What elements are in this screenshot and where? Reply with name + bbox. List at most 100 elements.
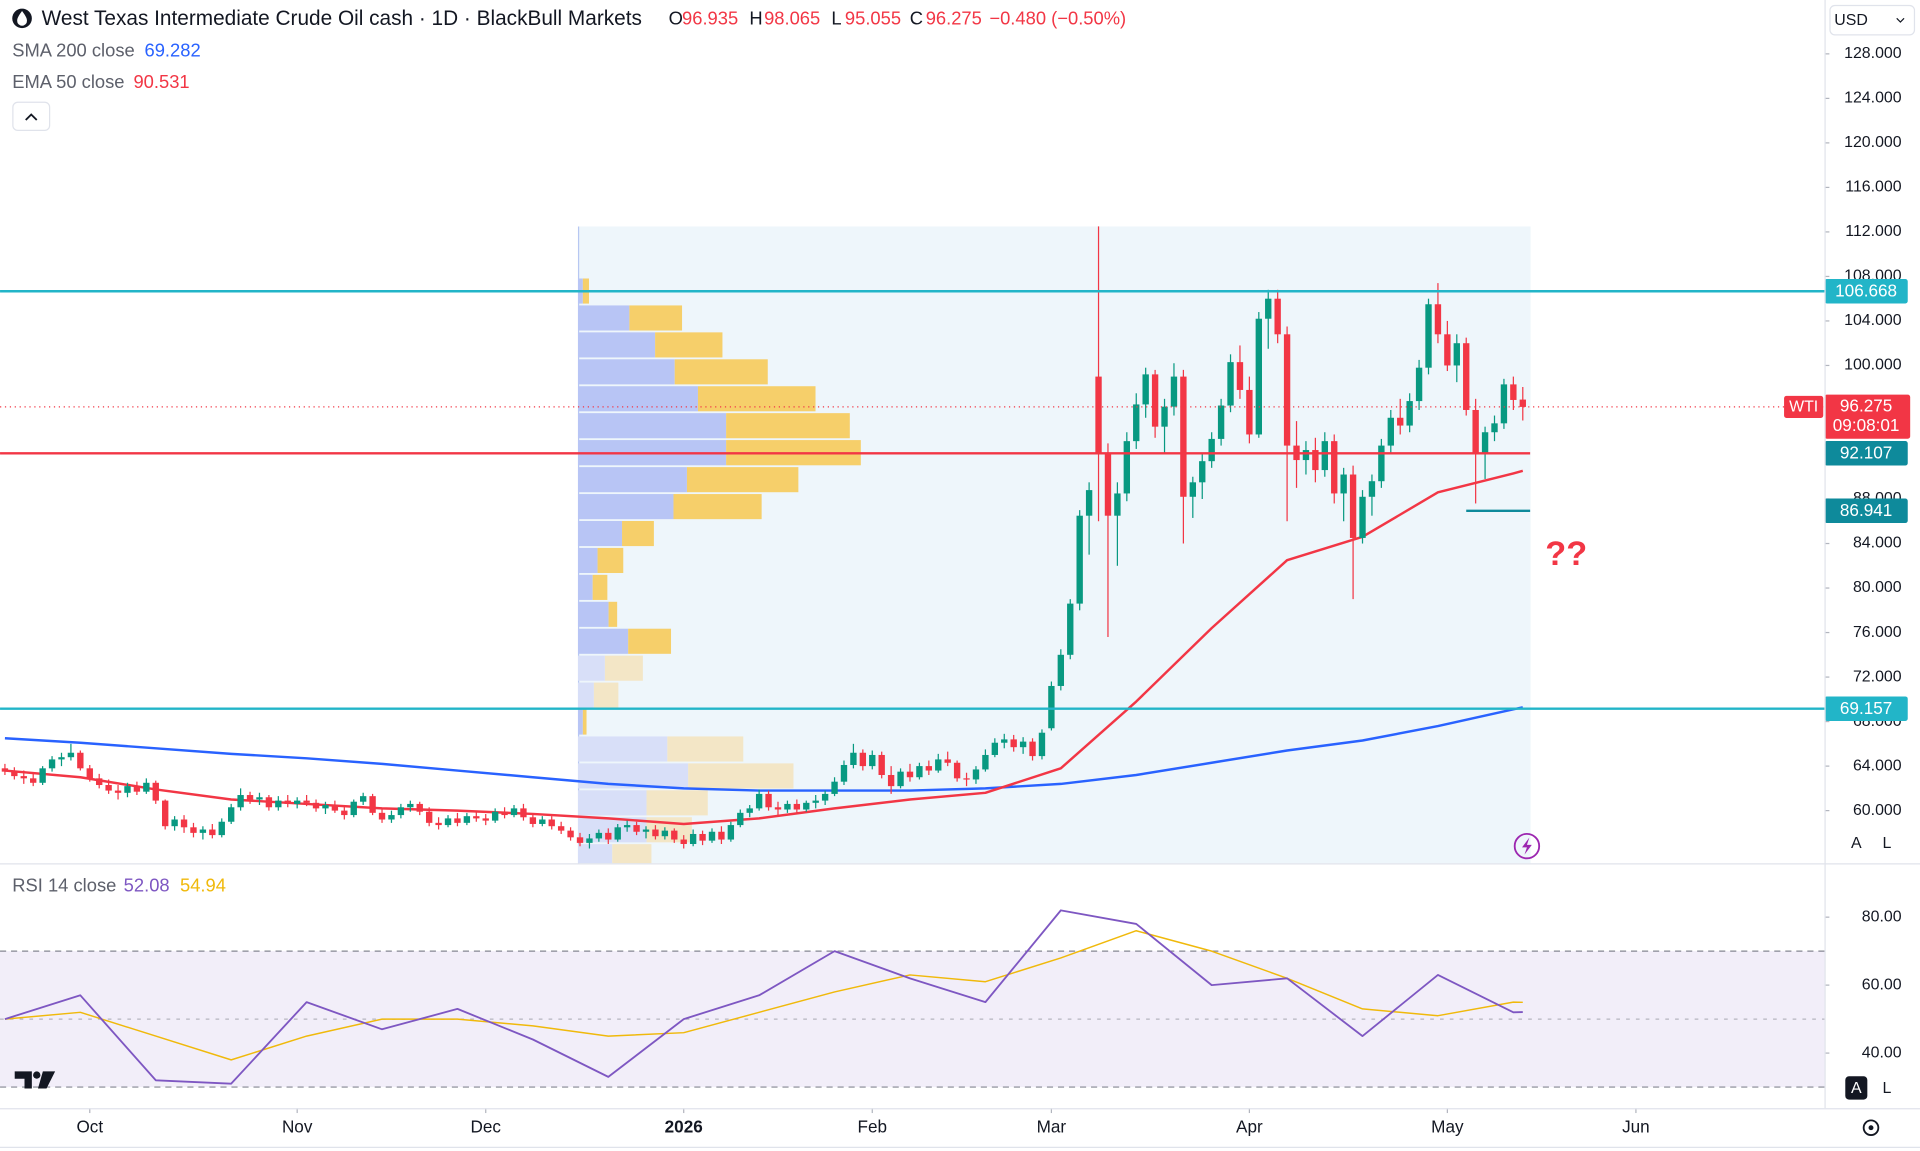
candle-body (614, 827, 621, 840)
rsi-pane (0, 909, 1825, 1088)
candle-body (661, 830, 669, 837)
candle-body (633, 825, 640, 832)
profile-down-bar (604, 655, 643, 681)
candle-body (359, 796, 367, 802)
tv-logo[interactable] (14, 1071, 56, 1089)
symbol-icon-drop (17, 11, 27, 26)
auto-scale-rsi-bg[interactable] (1845, 1076, 1868, 1100)
candle-body (803, 802, 810, 810)
candle-body (105, 785, 112, 791)
candle-body (331, 805, 339, 811)
rsi-ma-value: 54.94 (180, 874, 226, 895)
profile-up-bar (577, 520, 623, 547)
candle-body (812, 800, 819, 803)
currency-chevron (1896, 17, 1905, 23)
last-price-box (1824, 394, 1911, 439)
legend-value: 90.531 (133, 71, 189, 92)
profile-up-bar (577, 601, 609, 627)
candle-body (1519, 399, 1526, 407)
candle-body (1208, 438, 1215, 462)
y-tick-label: 112.000 (1845, 223, 1901, 240)
candle-body (407, 803, 414, 808)
candle-body (209, 829, 216, 836)
candle-body (906, 771, 914, 778)
annotation: ?? (1545, 535, 1587, 573)
candle-body (482, 818, 489, 821)
profile-down-bar (688, 763, 794, 789)
y-tick-label: 80.00 (1862, 908, 1902, 925)
tv-logo-part (37, 1071, 56, 1089)
candle-body (1199, 461, 1206, 483)
candle-body (350, 801, 357, 816)
auto-scale-button[interactable]: A (1851, 1080, 1862, 1097)
collapse-button[interactable] (12, 101, 51, 132)
ohlc-letter: O (669, 7, 683, 28)
log-scale-button[interactable]: L (1882, 835, 1891, 852)
level-label: 86.941 (1840, 500, 1892, 520)
tv-logo-part (14, 1071, 32, 1089)
candle-body (689, 833, 697, 844)
level-label: 106.668 (1835, 280, 1897, 300)
y-tick-label: 84.000 (1853, 535, 1902, 552)
x-tick-label: May (1431, 1116, 1464, 1136)
candle-body (1038, 732, 1046, 757)
candle-body (86, 768, 93, 779)
candle-body (1180, 376, 1187, 497)
profile-up-bar (577, 628, 629, 654)
candle-body (793, 803, 801, 810)
profile-up-bar (577, 574, 593, 600)
y-tick-label: 64.000 (1853, 757, 1902, 774)
currency-select[interactable] (1829, 4, 1916, 36)
candle-body (1246, 389, 1253, 435)
candle-body (425, 811, 433, 823)
legend-name[interactable]: EMA 50 close (12, 71, 124, 92)
y-tick-label: 60.00 (1862, 976, 1902, 993)
profile-down-bar (667, 736, 744, 762)
candle-body (746, 808, 753, 813)
indicator-line (4, 909, 1523, 1085)
candle-body (1444, 334, 1451, 366)
candle-body (623, 825, 631, 828)
candle-body (1048, 685, 1055, 729)
candle-body (1500, 384, 1508, 424)
candle-body (1406, 401, 1413, 426)
auto-scale-button[interactable]: A (1851, 835, 1862, 852)
candle-body (444, 818, 452, 826)
candle-body (265, 797, 273, 808)
legend-name[interactable]: SMA 200 close (12, 39, 134, 60)
profile-down-bar (628, 628, 672, 654)
candle-body (1463, 343, 1470, 410)
level-label: 69.157 (1840, 698, 1892, 718)
candle-body (1019, 741, 1027, 748)
alert-icon[interactable] (1513, 832, 1541, 860)
ohlc-letter: C (910, 7, 923, 28)
profile-up-bar (577, 790, 647, 816)
candle-body (1, 768, 9, 772)
candle-body (378, 812, 386, 820)
candle-body (96, 778, 103, 786)
profile-up-bar (577, 305, 630, 331)
x-tick-label: Oct (76, 1116, 103, 1136)
log-scale-button[interactable]: L (1882, 1080, 1891, 1097)
candle-body (935, 759, 942, 771)
candle-body (737, 812, 744, 826)
candle-body (576, 837, 584, 843)
candle-body (755, 793, 763, 809)
candle-body (293, 800, 301, 804)
y-tick-label: 80.000 (1853, 579, 1902, 596)
x-tick-label: 2026 (665, 1116, 703, 1136)
candle-body (557, 826, 565, 831)
y-tick-label: 124.000 (1844, 90, 1902, 107)
candle-body (1340, 474, 1347, 494)
candle-body (143, 782, 150, 792)
candle-body (341, 810, 348, 816)
last-price-label: 96.275 (1840, 395, 1892, 415)
candle-body (199, 829, 207, 833)
y-tick-label: 40.00 (1862, 1044, 1902, 1061)
rsi-title[interactable]: RSI 14 close (12, 874, 116, 895)
countdown-label: 09:08:01 (1833, 415, 1900, 435)
chart-title[interactable]: West Texas Intermediate Crude Oil cash ·… (42, 7, 642, 30)
settings-icon[interactable] (1862, 1119, 1880, 1137)
